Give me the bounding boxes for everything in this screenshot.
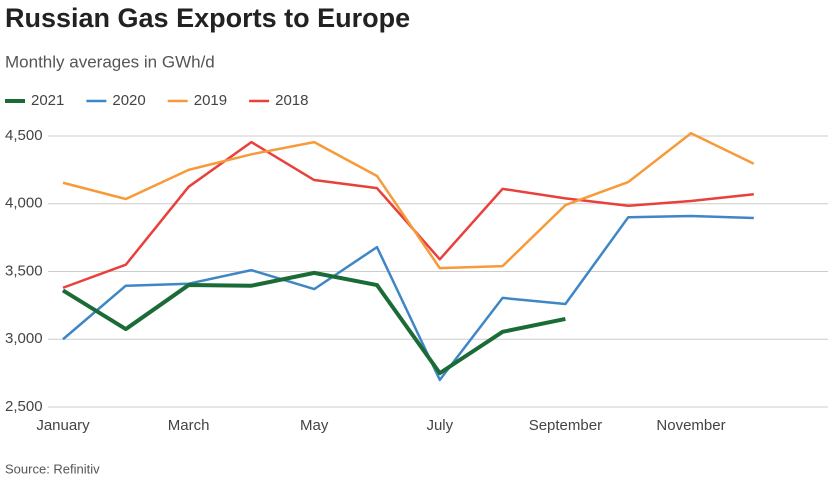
y-tick-label: 3,000 bbox=[5, 330, 43, 347]
x-tick-label: March bbox=[168, 417, 210, 434]
x-tick-label: January bbox=[36, 417, 90, 434]
source: Source: Refinitiv bbox=[5, 461, 100, 476]
y-tick-label: 3,500 bbox=[5, 262, 43, 279]
y-tick-label: 4,500 bbox=[5, 127, 43, 144]
legend-label: 2018 bbox=[275, 92, 308, 109]
legend-label: 2021 bbox=[31, 92, 64, 109]
x-tick-label: July bbox=[426, 417, 453, 434]
chart-subtitle: Monthly averages in GWh/d bbox=[5, 52, 215, 71]
series-line bbox=[62, 214, 754, 382]
series-line bbox=[61, 270, 566, 376]
chart-title: Russian Gas Exports to Europe bbox=[5, 3, 410, 33]
series-line bbox=[62, 132, 755, 270]
x-tick-label: May bbox=[300, 417, 329, 434]
legend-label: 2020 bbox=[112, 92, 145, 109]
x-tick-label: November bbox=[656, 417, 725, 434]
y-tick-label: 2,500 bbox=[5, 398, 43, 415]
x-tick-label: September bbox=[529, 417, 602, 434]
legend-label: 2019 bbox=[194, 92, 227, 109]
y-tick-label: 4,000 bbox=[5, 195, 43, 212]
